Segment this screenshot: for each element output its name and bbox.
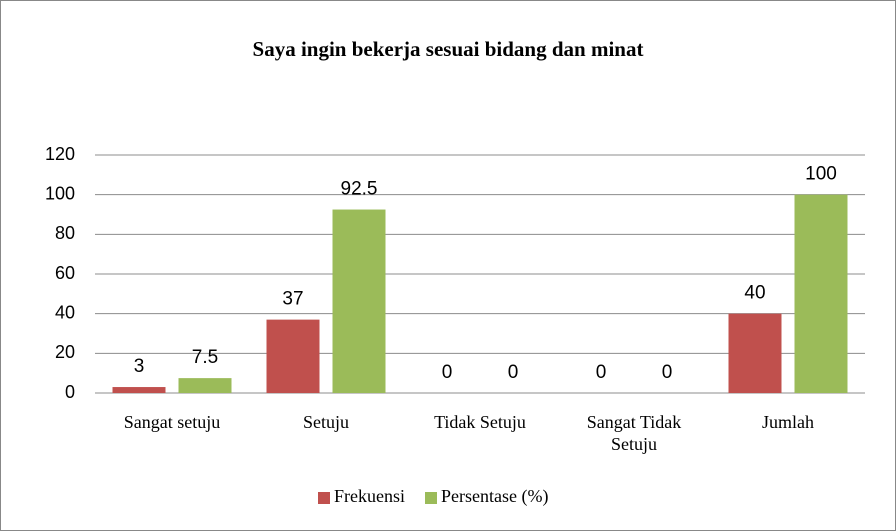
bar [728,313,782,393]
bar [794,194,848,393]
x-tick-label: Sangat setuju [123,412,221,432]
y-tick-label: 20 [55,342,75,362]
legend-swatch [318,492,330,504]
value-label: 0 [596,362,607,383]
x-tick-label: Sangat Tidak Setuju [586,412,682,454]
x-tick-label: Jumlah [762,412,814,432]
y-tick-label: 120 [45,144,75,164]
bar [332,209,386,393]
y-tick-label: 80 [55,223,75,243]
value-label: 0 [508,362,519,383]
y-tick-label: 40 [55,302,75,322]
y-tick-label: 100 [45,183,75,203]
chart-title: Saya ingin bekerja sesuai bidang dan min… [253,37,644,61]
value-label: 40 [744,283,765,304]
y-tick-label: 0 [65,382,75,402]
value-label: 100 [805,164,837,185]
bar [178,378,232,393]
legend-label: Persentase (%) [441,486,548,507]
legend-swatch [425,492,437,504]
value-label: 92.5 [341,179,378,200]
value-label: 7.5 [192,347,218,368]
legend-label: Frekuensi [334,486,405,506]
x-tick-label: Setuju [302,412,349,432]
value-label: 0 [442,362,453,383]
value-label: 37 [282,289,303,310]
y-tick-label: 60 [55,263,75,283]
value-label: 3 [134,356,145,377]
bar [266,319,320,393]
value-label: 0 [662,362,673,383]
x-tick-label: Tidak Setuju [434,412,526,432]
bar [112,387,166,393]
